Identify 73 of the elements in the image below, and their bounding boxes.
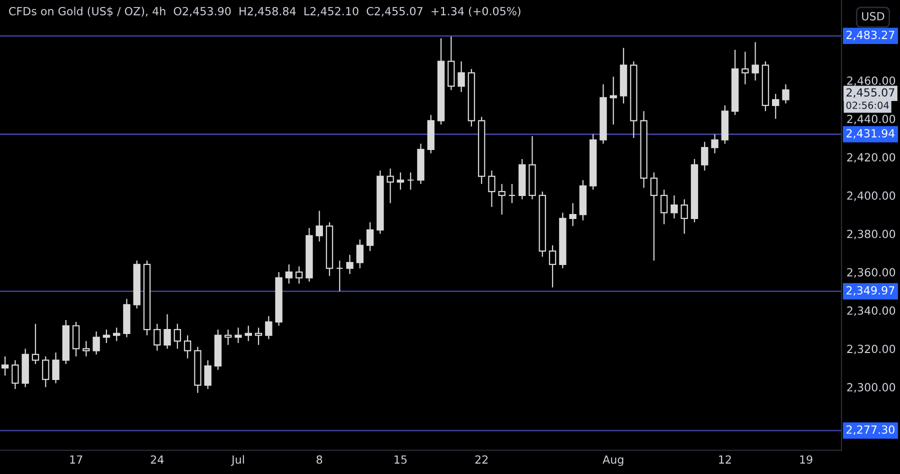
candlestick [52, 352, 60, 384]
x-tick-label: 19 [800, 455, 812, 464]
candlestick [316, 210, 323, 242]
x-tick-label: 12 [719, 455, 731, 464]
candlestick [224, 329, 232, 346]
candlestick [610, 76, 617, 126]
y-tick-label: 2,460.00 [847, 76, 896, 86]
candlestick [204, 360, 212, 390]
text: 02:56:04 [846, 102, 889, 109]
candlestick [569, 202, 576, 227]
candlestick [72, 321, 80, 357]
x-tick-label: 24 [150, 455, 164, 464]
candlestick [164, 314, 171, 350]
candlestick [742, 51, 749, 85]
candlestick [498, 183, 506, 216]
x-tick-label: Jul [230, 455, 244, 466]
x-tick-label: 8 [316, 455, 322, 464]
candlestick [82, 340, 90, 357]
candlestick [458, 60, 465, 93]
candlestick [174, 323, 182, 350]
y-tick-label: 2,340.00 [847, 306, 896, 316]
candlestick [660, 189, 668, 225]
x-tick-label: Aug [602, 456, 624, 466]
y-tick-label: 2,320.00 [847, 344, 896, 354]
candlestick [488, 170, 496, 208]
candlestick [244, 325, 252, 342]
y-tick-label: 2,440.00 [847, 114, 896, 124]
text: USD [862, 12, 884, 20]
candlestick [366, 222, 374, 252]
candlestick [265, 316, 272, 340]
y-tick-label: 2,360.00 [847, 268, 896, 278]
candlestick [396, 172, 404, 190]
ref-line-label: 2,277.30 [846, 425, 894, 435]
candlestick [42, 356, 50, 388]
ref-line-label: 2,483.27 [846, 30, 894, 40]
candlestick [112, 327, 120, 342]
candlestick [680, 198, 688, 234]
y-tick-label: 2,400.00 [847, 191, 896, 201]
candlestick [184, 334, 192, 359]
candlestick [12, 360, 19, 390]
candlestick [356, 238, 364, 269]
y-tick-label: 2,420.00 [847, 153, 896, 163]
candlestick [386, 168, 394, 204]
candlestick [548, 244, 556, 288]
candlestick [295, 266, 303, 284]
candlestick [92, 330, 100, 356]
candlestick [650, 172, 658, 262]
candlestick [254, 327, 262, 346]
ref-line-label: 2,349.97 [846, 286, 894, 296]
candlestick [772, 93, 780, 120]
candlestick [346, 254, 354, 275]
candlestick [701, 141, 708, 172]
candlestick [752, 42, 759, 82]
text: 2,455.07 [846, 88, 894, 98]
candlestick [336, 260, 344, 292]
candlestick [711, 134, 718, 154]
candlestick [508, 183, 516, 204]
chart-title: CFDs on Gold (US$ / OZ), 4h O2,453.90 H2,458.84 L2,452.10 C2,455.07 +1.34 (+0.05%) [9, 6, 520, 17]
y-tick-label: 2,300.00 [847, 383, 896, 393]
candlestick [670, 194, 678, 219]
x-tick-label: 15 [394, 456, 407, 464]
candlestick [407, 172, 414, 190]
candlestick [32, 323, 40, 365]
candlestick [1, 356, 9, 376]
candlestick [782, 84, 790, 104]
candlestick [234, 327, 242, 344]
candlestick [154, 323, 161, 352]
candlestick [285, 264, 293, 284]
x-tick-label: 17 [70, 456, 82, 464]
ref-line-label: 2,431.94 [846, 129, 895, 139]
candlestick [102, 329, 110, 344]
y-tick-label: 2,380.00 [847, 230, 896, 240]
x-tick-label: 22 [475, 455, 488, 464]
